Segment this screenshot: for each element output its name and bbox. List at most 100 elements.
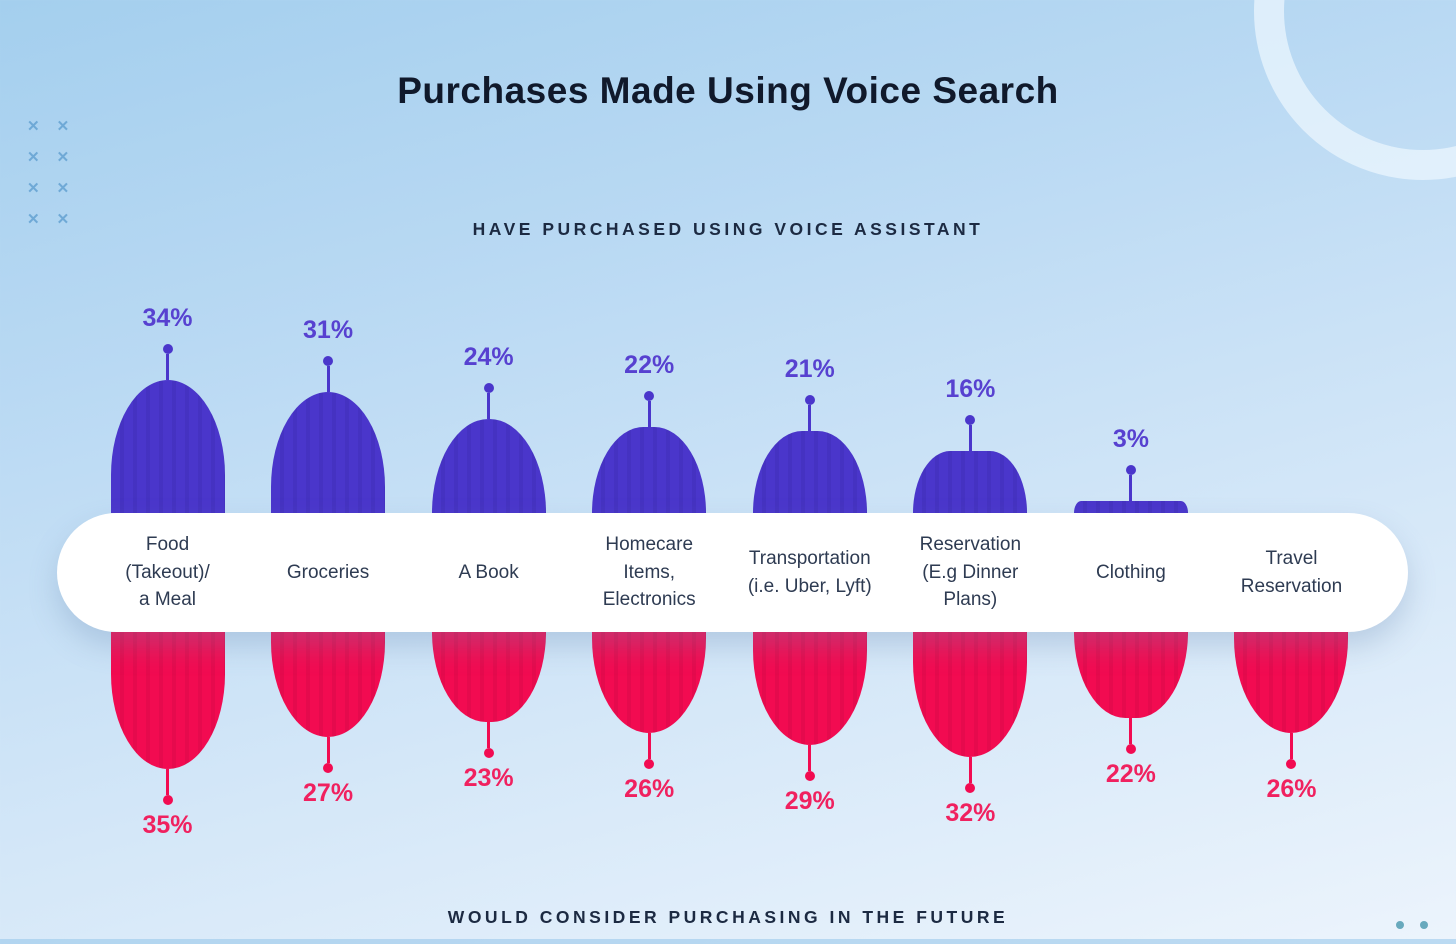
- dot-icon: [1420, 921, 1428, 929]
- category-label-line: Reservation: [1240, 575, 1343, 597]
- value-label-down: 32%: [945, 798, 996, 827]
- value-label-up: 34%: [142, 304, 193, 333]
- bar-have-purchased: [1073, 501, 1188, 513]
- category-label: Food (Takeout)/ a Meal: [83, 513, 253, 632]
- category-label-line: Groceries: [286, 561, 370, 583]
- dot-marker-down: [162, 794, 173, 805]
- dot-marker-down: [1286, 759, 1297, 770]
- dot-marker-up: [965, 414, 976, 425]
- bar-have-purchased: [431, 419, 546, 513]
- stem-down: [808, 745, 812, 772]
- bottom-series-caption: WOULD CONSIDER PURCHASING IN THE FUTURE: [447, 907, 1009, 927]
- dot-marker-down: [804, 771, 815, 782]
- stem-down: [166, 768, 169, 795]
- category-band: Food (Takeout)/ a Meal Groceries A Book Homec…: [57, 513, 1408, 632]
- category-label: Travel Reservation: [1206, 513, 1376, 632]
- bar-would-consider: [752, 632, 867, 746]
- cross-icon: ✕: [56, 180, 70, 197]
- category-label-line: Homecare: [605, 534, 694, 556]
- dot-marker-down: [965, 782, 976, 793]
- category-label-line: Plans): [943, 589, 998, 611]
- category-label: Transportation (i.e. Uber, Lyft): [725, 513, 895, 632]
- bar-have-purchased: [592, 427, 707, 513]
- value-label-up: 31%: [303, 316, 354, 345]
- category-label-line: a Meal: [138, 589, 197, 611]
- stem-down: [647, 733, 651, 760]
- cross-icon: ✕: [27, 211, 40, 228]
- value-label-up: 22%: [624, 351, 675, 380]
- stem-up: [808, 405, 812, 432]
- value-label-down: 27%: [303, 779, 354, 808]
- stem-down: [326, 737, 330, 764]
- category-label-line: (E.g Dinner: [922, 561, 1019, 583]
- category-label: Groceries: [243, 513, 413, 632]
- value-label-down: 22%: [1105, 759, 1156, 788]
- bar-have-purchased: [752, 431, 867, 513]
- stem-up: [1129, 475, 1133, 502]
- bar-have-purchased: [110, 380, 225, 513]
- dot-marker-up: [483, 383, 494, 394]
- stem-down: [968, 756, 972, 783]
- stem-up: [968, 424, 972, 451]
- bar-would-consider: [431, 632, 546, 722]
- bar-would-consider: [913, 632, 1028, 757]
- cross-icon: ✕: [56, 118, 70, 135]
- dot-icon: [1396, 921, 1404, 929]
- stem-down: [487, 721, 491, 748]
- category-label-line: Food: [145, 534, 190, 556]
- bar-would-consider: [1234, 632, 1349, 734]
- bar-have-purchased: [913, 450, 1028, 513]
- value-label-down: 29%: [784, 787, 835, 816]
- dot-marker-down: [483, 747, 494, 758]
- bar-would-consider: [1073, 632, 1188, 718]
- bar-would-consider: [271, 632, 386, 738]
- value-label-down: 26%: [624, 775, 675, 804]
- bottom-edge-strip: [0, 939, 1456, 944]
- category-label-line: Clothing: [1096, 561, 1166, 583]
- value-label-down: 26%: [1266, 775, 1317, 804]
- dot-marker-up: [323, 356, 334, 367]
- category-label-line: (i.e. Uber, Lyft): [747, 575, 872, 597]
- dot-marker-up: [644, 391, 655, 402]
- category-label: Reservation (E.g Dinner Plans): [885, 513, 1055, 632]
- stem-up: [487, 393, 491, 420]
- stem-up: [647, 401, 651, 428]
- value-label-up: 3%: [1112, 425, 1149, 454]
- bar-have-purchased: [271, 392, 386, 513]
- value-label-up: 24%: [463, 343, 514, 372]
- top-series-caption: HAVE PURCHASED USING VOICE ASSISTANT: [472, 219, 984, 239]
- dot-marker-down: [644, 759, 655, 770]
- category-label-line: Transportation: [748, 547, 871, 569]
- category-label-line: Travel: [1265, 547, 1318, 569]
- cross-icon: ✕: [56, 149, 70, 166]
- dot-marker-up: [162, 344, 173, 355]
- value-label-down: 23%: [463, 763, 514, 792]
- bar-would-consider: [592, 632, 707, 734]
- category-label-line: (Takeout)/: [125, 561, 210, 583]
- category-label: A Book: [404, 513, 574, 632]
- category-label-line: Items,: [623, 561, 676, 583]
- stem-up: [166, 354, 169, 381]
- value-label-down: 35%: [142, 810, 193, 839]
- category-label: Homecare Items, Electronics: [564, 513, 734, 632]
- category-label: Clothing: [1046, 513, 1216, 632]
- bar-would-consider: [110, 632, 225, 769]
- dot-marker-down: [1125, 743, 1136, 754]
- dot-marker-up: [804, 395, 815, 406]
- stem-down: [1289, 733, 1293, 760]
- value-label-up: 16%: [945, 374, 996, 403]
- stem-up: [326, 366, 330, 393]
- category-label-line: Electronics: [602, 589, 696, 611]
- stem-down: [1129, 717, 1133, 744]
- cross-icon: ✕: [27, 118, 40, 135]
- category-label-line: Reservation: [919, 534, 1022, 556]
- page-title: Purchases Made Using Voice Search: [397, 70, 1059, 111]
- dot-marker-up: [1125, 465, 1136, 476]
- value-label-up: 21%: [784, 355, 835, 384]
- cross-pattern-icon: ✕ ✕ ✕ ✕ ✕ ✕ ✕ ✕: [27, 118, 69, 228]
- cross-icon: ✕: [27, 149, 40, 166]
- cross-icon: ✕: [27, 180, 40, 197]
- category-label-line: A Book: [458, 561, 519, 583]
- dot-marker-down: [323, 763, 334, 774]
